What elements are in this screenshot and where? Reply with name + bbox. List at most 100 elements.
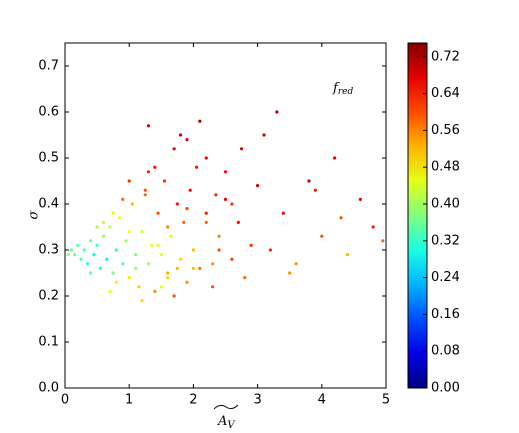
point [217, 248, 221, 252]
point [381, 239, 385, 243]
colorbar-tick-label: 0.16 [431, 307, 460, 322]
point [108, 289, 112, 293]
point [185, 280, 189, 284]
point [156, 211, 160, 215]
point [82, 248, 86, 252]
y-tick-label: 0.0 [38, 381, 59, 396]
point [182, 220, 186, 224]
x-label-subscript: V [227, 420, 236, 431]
point [204, 156, 208, 160]
point [307, 179, 311, 183]
y-tick-label: 0.5 [38, 151, 59, 166]
point [204, 211, 208, 215]
point [230, 202, 234, 206]
x-tick-label: 3 [253, 393, 261, 408]
point [166, 225, 170, 229]
point [111, 211, 115, 215]
point [188, 188, 192, 192]
annotation-main: f [332, 81, 340, 96]
point [294, 262, 298, 266]
plot-frame [64, 42, 387, 389]
point [262, 133, 266, 137]
point [156, 243, 160, 247]
point [95, 243, 99, 247]
point [191, 248, 195, 252]
colorbar-tick-label: 0.48 [431, 160, 460, 175]
point [146, 124, 151, 128]
point [89, 271, 93, 275]
point [134, 266, 138, 270]
point [239, 147, 244, 151]
point [169, 234, 173, 238]
point [92, 253, 96, 257]
point [333, 156, 337, 160]
point [143, 193, 147, 197]
point [198, 119, 202, 123]
point [275, 110, 279, 114]
colorbar-tick-label: 0.00 [431, 381, 460, 396]
annotation-subscript: red [338, 87, 354, 97]
point [178, 257, 183, 261]
point [268, 248, 273, 252]
point [127, 276, 131, 280]
point [249, 243, 253, 247]
annotation: fred [332, 81, 353, 97]
point [146, 170, 151, 174]
point [159, 285, 163, 289]
y-tick-label: 0.6 [38, 105, 59, 120]
point [143, 188, 147, 192]
point [124, 239, 128, 243]
point [223, 170, 228, 174]
x-tick-label: 1 [125, 393, 133, 408]
point [130, 202, 135, 206]
point [150, 243, 154, 247]
colorbar [407, 42, 428, 389]
y-tick-label: 0.3 [38, 243, 59, 258]
colorbar-tick-label: 0.24 [431, 270, 460, 285]
point [108, 225, 112, 229]
point [105, 257, 109, 261]
point [69, 248, 74, 252]
y-tick-label: 0.4 [38, 197, 59, 212]
point [371, 225, 375, 229]
point [236, 220, 240, 224]
point [345, 253, 350, 257]
x-tick-label: 5 [382, 393, 390, 408]
point [146, 262, 151, 266]
point [288, 271, 292, 275]
point [127, 179, 131, 183]
point [140, 299, 144, 303]
colorbar-tick-label: 0.32 [431, 233, 460, 248]
colorbar-tick-label: 0.08 [431, 344, 460, 359]
point [153, 165, 157, 169]
x-label-tilde [213, 404, 239, 410]
point [211, 262, 215, 266]
point [166, 271, 170, 275]
point [66, 253, 70, 257]
colorbar-tick-label: 0.56 [431, 123, 460, 138]
colorbar-tick-label: 0.40 [431, 197, 460, 212]
point [178, 133, 183, 137]
point [217, 234, 221, 238]
point [127, 230, 131, 234]
point [111, 271, 115, 275]
point [204, 220, 208, 224]
colorbar-tick-label: 0.72 [431, 49, 460, 64]
point [243, 276, 247, 280]
point [114, 280, 118, 284]
point [211, 285, 215, 289]
point [185, 138, 189, 142]
point [159, 253, 163, 257]
point [223, 197, 228, 201]
x-tick-label: 2 [189, 393, 197, 408]
point [191, 266, 195, 270]
y-axis-label: σ [27, 209, 42, 219]
point [85, 262, 90, 266]
point [121, 197, 125, 201]
point [134, 253, 138, 257]
point [172, 147, 176, 151]
point [101, 234, 106, 238]
point [185, 207, 189, 211]
point [76, 243, 80, 247]
